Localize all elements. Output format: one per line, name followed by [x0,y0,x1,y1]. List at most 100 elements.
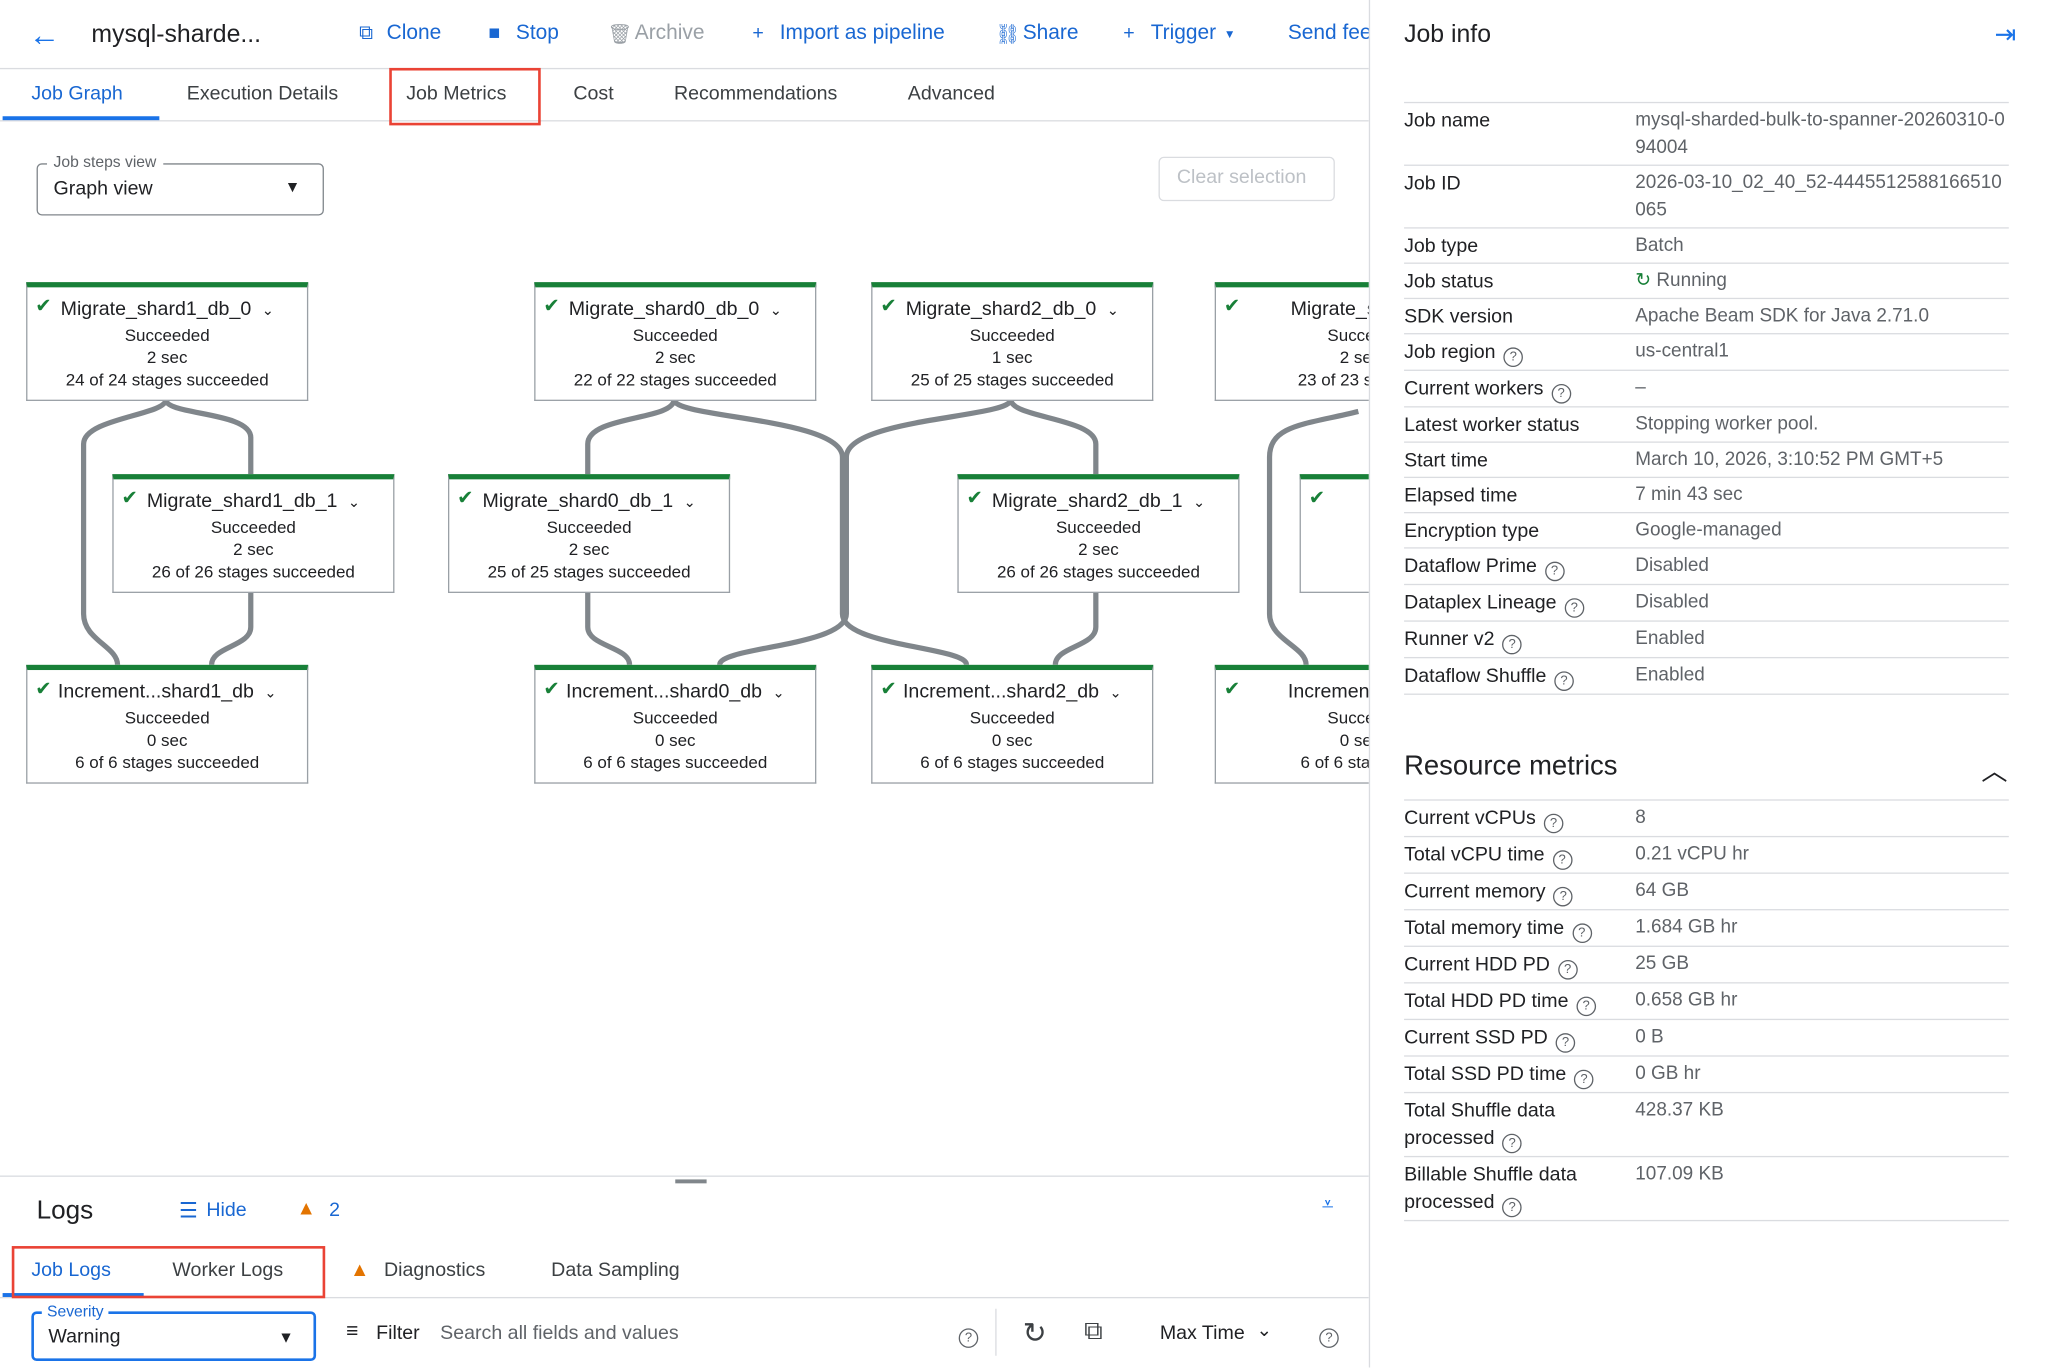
help-icon[interactable]: ? [958,1328,979,1348]
divider [0,1175,1369,1177]
graph-node[interactable]: ✔ Migrate_shard1_db_0 ⌄ Succeeded 2 sec 24 of… [26,282,309,401]
resize-handle[interactable] [675,1179,707,1184]
action-button[interactable]: Import as pipeline [779,22,945,45]
help-icon[interactable]: ? [1571,923,1592,944]
label-text: Job status [1404,270,1494,293]
help-icon[interactable]: ? [1319,1328,1339,1348]
graph-node[interactable]: ✔ Increment...shard1_db ⌄ Succeeded 0 sec 6 o… [26,664,309,784]
status-check: ✔ [35,677,52,701]
node-expand[interactable]: ⌄ [769,303,782,319]
collapse-section[interactable]: ︿ [1981,757,2008,787]
select-label: Job steps view [47,152,163,172]
log-tab[interactable]: Data Sampling [551,1259,680,1282]
hide-button[interactable]: Hide [206,1199,247,1222]
help-icon[interactable]: ? [1552,850,1572,870]
help-icon[interactable]: ? [1544,561,1565,582]
help-icon[interactable]: ? [1557,959,1578,980]
graph-node[interactable]: ✔ Migrate_shard0_db_0 ⌄ Succeeded 2 sec 22 of… [534,282,817,401]
value-text: Apache Beam SDK for Java 2.71.0 [1635,305,1929,327]
search-input[interactable]: Search all fields and values [440,1321,679,1344]
value-text: 64 GB [1635,880,1689,902]
node-expand[interactable]: ⌄ [772,685,785,702]
severity-select[interactable] [31,1311,317,1361]
node-expand[interactable]: ⌄ [261,303,274,319]
graph-node[interactable]: ✔ Migrate_shard2_db_0 ⌄ Succeeded 1 sec 25 of… [871,282,1154,401]
graph-node[interactable]: ✔ Migrate_shard1_db_1 ⌄ Succeeded 2 sec 26 of… [112,474,395,593]
info-label: Elapsed time [1404,482,1635,509]
help-icon[interactable]: ? [1564,598,1585,618]
help-icon[interactable]: ? [1555,1033,1576,1053]
help-icon[interactable]: ? [1543,813,1564,834]
help-icon[interactable]: ? [1502,1133,1522,1154]
refresh-button[interactable]: ↻ [1022,1316,1047,1350]
collapse-logs[interactable]: ⩡ [1321,1193,1334,1216]
node-label: ✔ Migrate_shard2_db_1 ⌄ [959,487,1239,515]
node-status: Succeeded [124,707,210,728]
tab-indicator [2,1293,144,1297]
label-text: Total HDD PD time [1404,990,1569,1013]
value-text: Google-managed [1635,519,1782,541]
help-icon[interactable]: ? [1553,886,1574,907]
log-tab[interactable]: Worker Logs [172,1259,284,1282]
tab[interactable]: Cost [573,82,614,105]
help-icon[interactable]: ? [1503,347,1524,368]
help-icon[interactable]: ? [1554,671,1574,691]
log-tab[interactable]: Diagnostics [383,1259,486,1282]
label-text: Dataflow Shuffle [1404,664,1547,688]
graph-node[interactable]: ✔ Increment...shard0_db ⌄ Succeeded 0 sec 6 o… [534,664,817,784]
clear-button[interactable] [1158,156,1335,202]
warning-icon: ▲ [350,1259,370,1282]
max-time[interactable]: Max Time [1159,1321,1245,1344]
node-expand[interactable]: ⌄ [347,495,360,511]
graph-node[interactable]: ✔ Migrate_shard0_db_1 ⌄ Succeeded 2 sec 25 of… [447,474,731,593]
action-button[interactable]: Share [1022,22,1079,45]
node-label: ✔ Migrate_shard0_db_0 ⌄ [536,295,816,323]
graph-node[interactable]: ✔Increment...s⌄Succee0 se6 of 6 stages s [1214,664,1369,784]
help-icon[interactable]: ? [1576,996,1596,1017]
info-label: Job region? [1404,338,1635,368]
node-expand[interactable]: ⌄ [683,495,696,511]
tab[interactable]: Job Metrics [406,82,507,105]
action-icon: ■ [488,22,501,45]
info-row: Current memory? 64 GB [1404,874,2009,911]
action-button[interactable]: Archive [634,22,705,45]
highlight-box [389,67,541,126]
help-icon[interactable]: ? [1574,1069,1594,1090]
clear-selection[interactable]: Clear selection [1176,165,1307,189]
node-expand[interactable]: ⌄ [1106,303,1119,319]
close-panel[interactable]: ⇥ [1994,20,2017,50]
graph-node[interactable]: ✔ Increment...shard2_db ⌄ Succeeded 0 sec 6 o… [871,664,1154,784]
action-button[interactable]: Stop [515,22,559,45]
action-button[interactable]: Trigger [1150,22,1217,45]
node-label: ✔Mi⌄ [1301,487,1369,515]
node-duration: 1 sec [991,347,1033,368]
warning-count[interactable]: 2 [329,1199,341,1222]
open-external[interactable]: ⧉ [1084,1316,1103,1346]
graph-node[interactable]: ✔Mi⌄26 c [1299,474,1369,593]
dropdown-arrow: ▼ [1223,27,1236,41]
info-label: Current vCPUs? [1404,805,1635,834]
log-tab[interactable]: Job Logs [31,1259,111,1282]
back-button[interactable]: ← [28,18,61,54]
tab[interactable]: Recommendations [673,82,838,105]
status-check: ✔ [966,487,983,510]
status-check: ✔ [35,295,52,318]
tab[interactable]: Job Graph [31,82,123,105]
help-icon[interactable]: ? [1502,634,1522,655]
action-button[interactable]: Clone [386,22,442,45]
node-expand[interactable]: ⌄ [1192,495,1205,511]
action-button[interactable]: Send fee [1287,22,1369,45]
side-panel: ⇥ ︿ Job info Job name mysql-sharded-bulk-t… [1368,0,2048,1368]
tab[interactable]: Advanced [907,82,995,105]
node-expand[interactable]: ⌄ [1109,685,1122,702]
tab[interactable]: Execution Details [186,82,339,105]
action-icon: 🗑 [607,23,633,46]
help-icon[interactable]: ? [1551,383,1571,404]
help-icon[interactable]: ? [1502,1197,1522,1218]
filter-label[interactable]: Filter [376,1321,420,1344]
steps-view-select[interactable] [36,163,324,216]
graph-node[interactable]: ✔ Migrate_shard2_db_1 ⌄ Succeeded 2 sec 26 of… [957,474,1240,593]
node-expand[interactable]: ⌄ [264,685,277,702]
action-icon: ⧉ [359,22,374,45]
